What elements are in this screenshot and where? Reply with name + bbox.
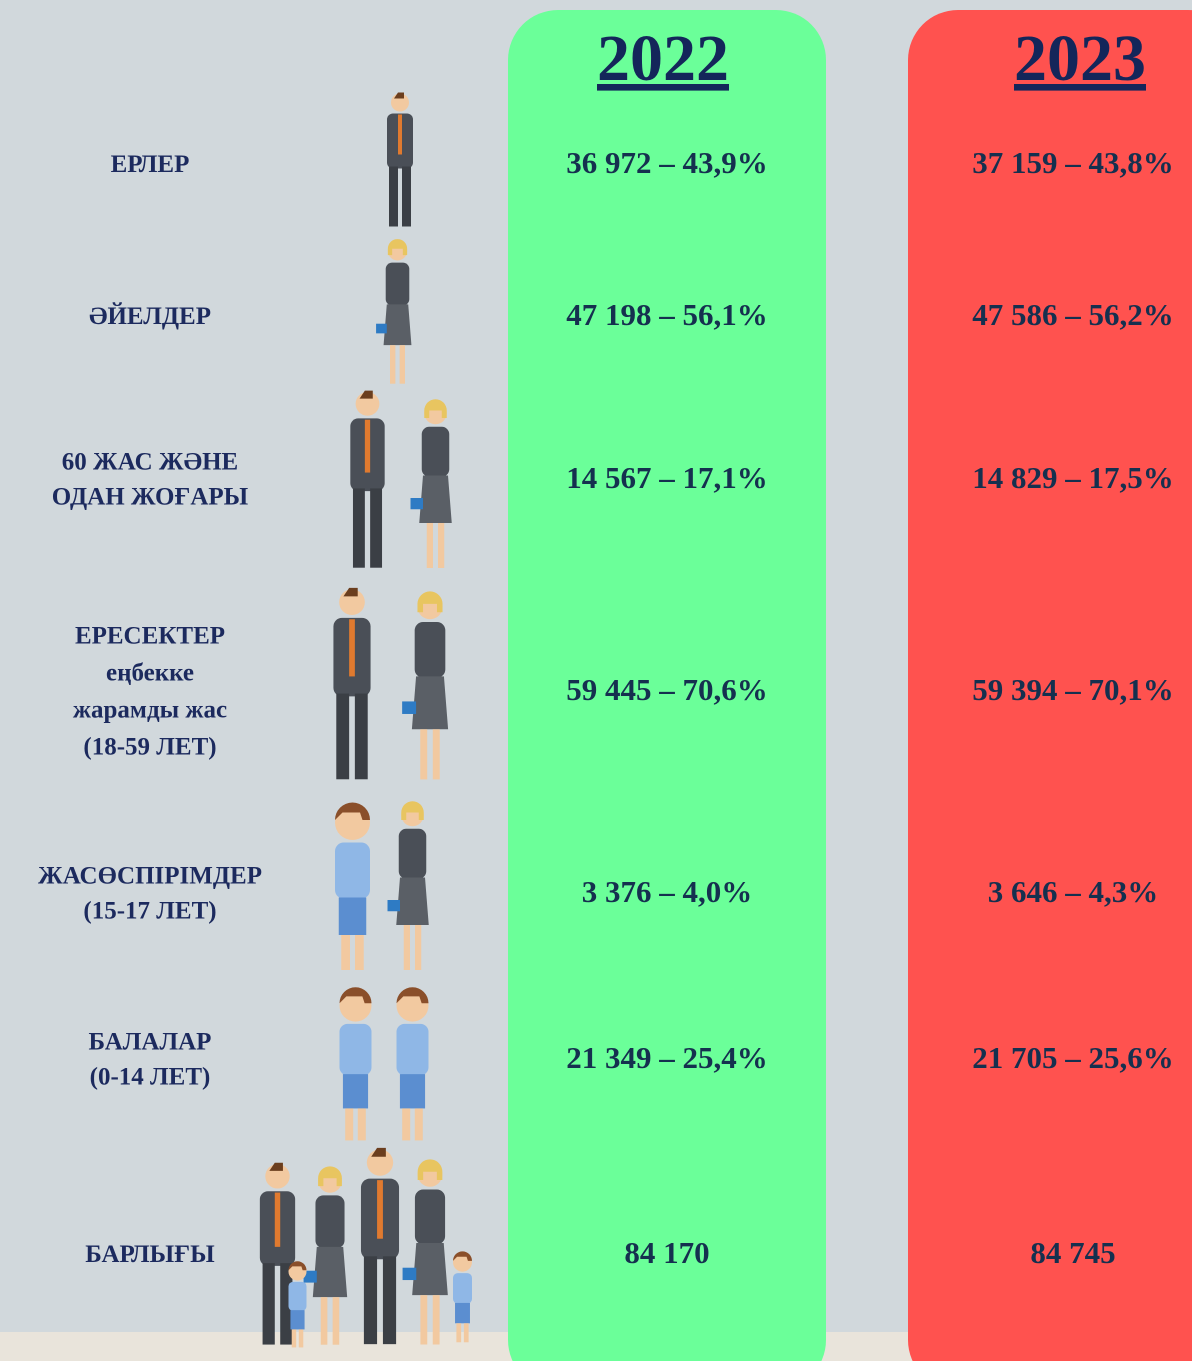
row-value: 3 376 – 4,0%: [582, 874, 753, 909]
row-label: (18-59 ЛЕТ): [83, 734, 216, 761]
row-label: БАРЛЫҒЫ: [85, 1241, 215, 1268]
row-label: ЖАСӨСПІРІМДЕР: [38, 863, 262, 890]
row-label: ОДАН ЖОҒАРЫ: [52, 484, 249, 511]
year-header: 2023: [1014, 22, 1146, 95]
row-label: 60 ЖАС ЖӘНЕ: [62, 449, 238, 476]
row-value: 47 586 – 56,2%: [972, 297, 1174, 332]
row-value: 59 445 – 70,6%: [566, 672, 768, 707]
row-value: 14 567 – 17,1%: [566, 460, 768, 495]
illustrations: [260, 93, 472, 1348]
row-value: 14 829 – 17,5%: [972, 460, 1174, 495]
infographic: 2022 2023 ЕРЛЕР 36 972 – 43,9% 37 159 – 43…: [0, 0, 1192, 1361]
row-value: 3 646 – 4,3%: [988, 874, 1159, 909]
row-label: еңбекке: [106, 660, 194, 687]
row-value: 59 394 – 70,1%: [972, 672, 1174, 707]
row-label: ЕРЕСЕКТЕР: [75, 623, 225, 650]
row-label: (0-14 ЛЕТ): [90, 1064, 211, 1091]
row-value: 37 159 – 43,8%: [972, 145, 1174, 180]
row-value: 84 170: [624, 1235, 709, 1270]
year-header: 2022: [597, 22, 729, 95]
row-label: ЕРЛЕР: [111, 151, 190, 178]
row-label: ӘЙЕЛДЕР: [89, 302, 211, 330]
row-label: БАЛАЛАР: [89, 1029, 212, 1056]
row-value: 47 198 – 56,1%: [566, 297, 768, 332]
row-value: 21 349 – 25,4%: [566, 1040, 768, 1075]
row-value: 21 705 – 25,6%: [972, 1040, 1174, 1075]
row-label: жарамды жас: [73, 697, 227, 724]
row-value: 84 745: [1030, 1235, 1115, 1270]
row-value: 36 972 – 43,9%: [566, 145, 768, 180]
row-label: (15-17 ЛЕТ): [83, 898, 216, 925]
